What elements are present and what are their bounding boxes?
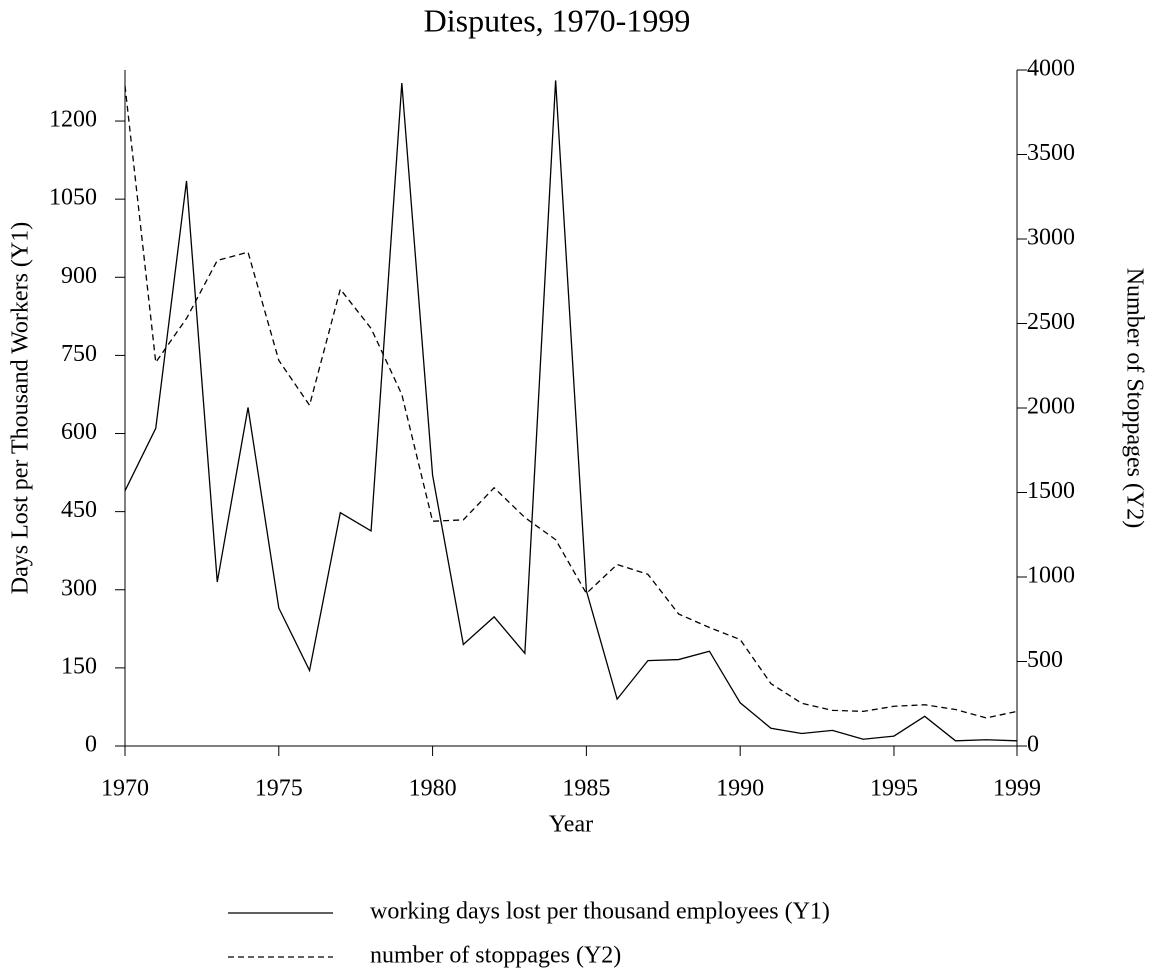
x-tick-label: 1975 bbox=[255, 776, 303, 802]
legend-label: working days lost per thousand employees… bbox=[370, 899, 830, 925]
y-tick-label: 750 bbox=[61, 341, 97, 367]
x-tick-label: 1970 bbox=[101, 776, 149, 802]
x-tick-label: 1999 bbox=[993, 776, 1041, 802]
y-tick-label: 900 bbox=[61, 263, 97, 289]
y-tick-label: 450 bbox=[61, 497, 97, 523]
y2-tick-label: 1500 bbox=[1027, 478, 1075, 504]
y2-tick-label: 2000 bbox=[1027, 394, 1075, 420]
series-line bbox=[124, 80, 1018, 742]
y-tick-label: 1050 bbox=[49, 185, 97, 211]
y2-tick-label: 2500 bbox=[1027, 309, 1075, 335]
x-tick-label: 1985 bbox=[562, 776, 610, 802]
x-tick-label: 1990 bbox=[716, 776, 764, 802]
y2-tick-label: 3500 bbox=[1027, 140, 1075, 166]
y-tick-label: 1200 bbox=[49, 107, 97, 133]
x-tick-label: 1980 bbox=[409, 776, 457, 802]
chart-title: Disputes, 1970-1999 bbox=[424, 2, 691, 38]
series-line bbox=[124, 85, 1018, 719]
y-tick-label: 300 bbox=[61, 575, 97, 601]
y-axis-label: Days Lost per Thousand Workers (Y1) bbox=[8, 222, 34, 594]
y2-tick-label: 3000 bbox=[1027, 225, 1075, 251]
y2-tick-label: 500 bbox=[1027, 647, 1063, 673]
y2-tick-label: 0 bbox=[1027, 732, 1039, 758]
x-axis-label: Year bbox=[549, 812, 593, 838]
y2-axis-label: Number of Stoppages (Y2) bbox=[1121, 268, 1147, 529]
y-tick-label: 0 bbox=[85, 732, 97, 758]
y2-tick-label: 1000 bbox=[1027, 563, 1075, 589]
x-tick-label: 1995 bbox=[870, 776, 918, 802]
y-tick-label: 150 bbox=[61, 653, 97, 679]
y-tick-label: 600 bbox=[61, 419, 97, 445]
legend-label: number of stoppages (Y2) bbox=[370, 943, 621, 969]
y2-tick-label: 4000 bbox=[1027, 56, 1075, 82]
